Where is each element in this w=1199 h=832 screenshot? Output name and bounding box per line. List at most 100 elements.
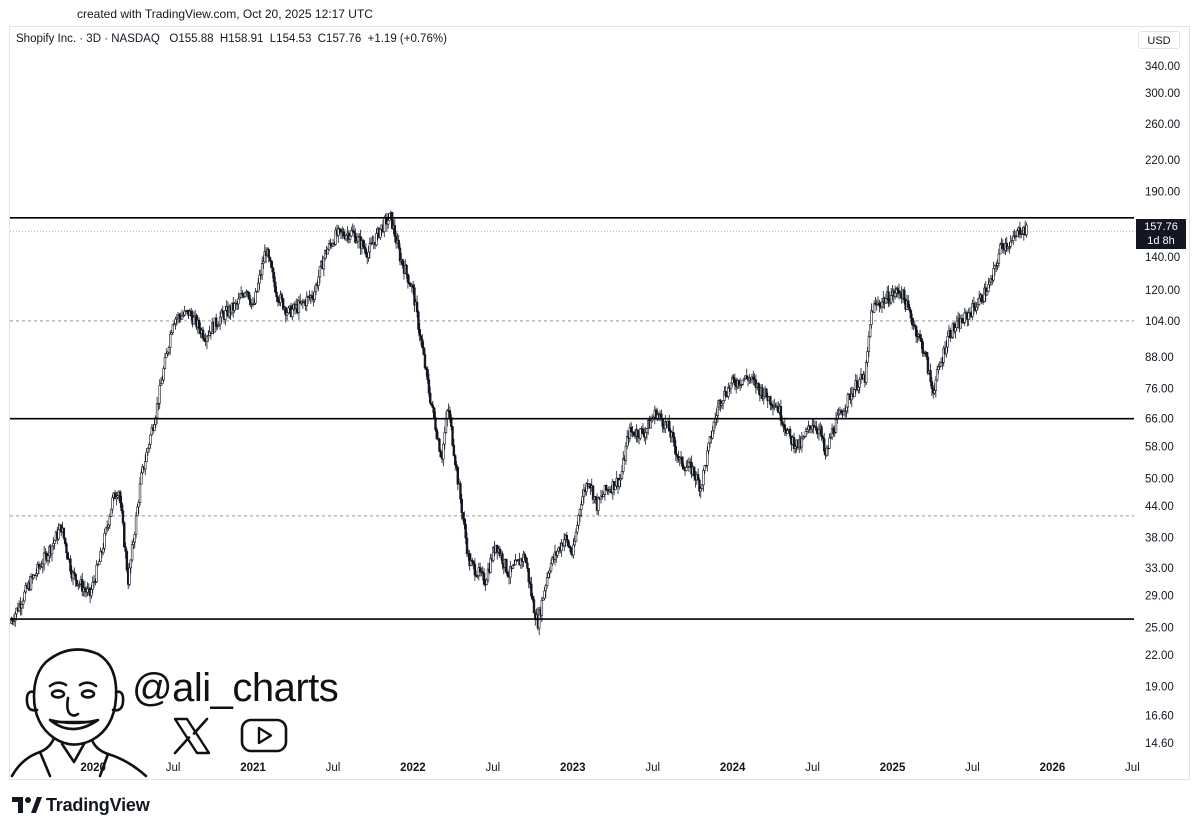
author-handle[interactable]: @ali_charts (132, 666, 339, 710)
candle-body (597, 497, 600, 511)
candle-body (514, 559, 517, 565)
candle-body (411, 284, 415, 289)
candle-body (169, 333, 172, 348)
candle-body (523, 553, 526, 558)
candle-body (178, 314, 181, 318)
candle-body (528, 581, 532, 585)
candle-body (35, 573, 38, 576)
candle-body (276, 296, 280, 303)
x-tick-label: 2025 (880, 762, 906, 774)
candle-body (429, 392, 432, 404)
candle-body (576, 525, 579, 533)
candle-body (572, 544, 575, 556)
currency-button[interactable]: USD (1138, 31, 1180, 49)
candle-body (305, 296, 308, 307)
candle-body (937, 366, 940, 371)
candle-body (218, 316, 222, 326)
candle-body (63, 537, 67, 544)
candle-body (985, 291, 989, 296)
tradingview-brand[interactable]: TradingView (12, 795, 150, 815)
candle-body (149, 434, 152, 445)
candle-body (581, 496, 584, 506)
candle-body (421, 339, 424, 348)
candle-body (344, 235, 348, 240)
candle-body (262, 261, 265, 264)
candle-body (481, 571, 484, 574)
candle-body (388, 212, 391, 221)
candle-body (897, 290, 901, 295)
candle-body (23, 591, 26, 602)
candle-body (511, 565, 515, 569)
candle-body (461, 512, 465, 519)
candle-body (375, 233, 378, 246)
candle-body (842, 411, 846, 416)
candle-body (285, 312, 289, 316)
candle-body (270, 260, 273, 268)
candle-body (287, 307, 290, 314)
candle-body (893, 292, 897, 297)
symbol-name[interactable]: Shopify Inc. · 3D · NASDAQ (16, 33, 160, 45)
candle-body (960, 318, 964, 323)
candle-body (50, 545, 54, 555)
candle-body (175, 317, 178, 320)
candle-body (733, 379, 737, 386)
candle-body (255, 290, 259, 293)
candle-body (620, 471, 624, 479)
candle-body (53, 540, 56, 544)
candle-body (393, 225, 396, 237)
candle-body (351, 230, 354, 232)
candle-body (74, 573, 77, 581)
candle-body (532, 599, 536, 614)
candle-body (645, 428, 649, 433)
candle-body (998, 244, 1002, 255)
candle-body (432, 407, 436, 418)
candle-body (569, 547, 572, 553)
x-logo-icon[interactable] (172, 716, 212, 756)
candle-body (929, 370, 932, 382)
candle-body (444, 418, 448, 433)
candle-body (699, 488, 702, 492)
candle-body (910, 317, 914, 325)
candle-body (700, 484, 704, 489)
y-tick-label: 38.00 (1145, 532, 1174, 544)
candle-body (845, 406, 848, 412)
candle-body (712, 421, 716, 432)
candle-body (144, 461, 147, 470)
candle-body (591, 485, 595, 500)
candle-body (348, 235, 352, 240)
candle-body (622, 458, 625, 472)
candle-body (136, 506, 139, 517)
candle-body (549, 563, 553, 572)
candle-body (896, 288, 899, 292)
youtube-logo-icon[interactable] (240, 717, 288, 755)
candle-body (619, 478, 622, 481)
x-tick-label: 2026 (1040, 762, 1066, 774)
y-tick-label: 33.00 (1145, 563, 1174, 575)
candle-body (406, 273, 410, 283)
candle-body (249, 298, 252, 306)
candle-body (124, 546, 127, 552)
candle-body (692, 466, 696, 476)
candle-body (880, 301, 884, 308)
candle-body (971, 303, 974, 317)
candle-body (66, 552, 69, 560)
candle-body (220, 310, 223, 318)
candle-body (815, 426, 818, 431)
candle-body (703, 465, 706, 471)
candle-body (90, 589, 93, 597)
y-tick-label: 260.00 (1145, 119, 1180, 131)
candle-body (846, 394, 850, 408)
candle-body (541, 597, 545, 601)
candle-body (501, 553, 504, 565)
candle-body (780, 420, 784, 425)
candle-body (271, 267, 274, 273)
candle-body (259, 274, 263, 276)
candle-body (731, 376, 734, 384)
candle-body (339, 228, 343, 233)
candle-body (955, 320, 959, 328)
candle-body (197, 319, 201, 329)
candle-body (350, 230, 353, 237)
candle-body (260, 263, 264, 275)
candle-body (918, 334, 922, 339)
